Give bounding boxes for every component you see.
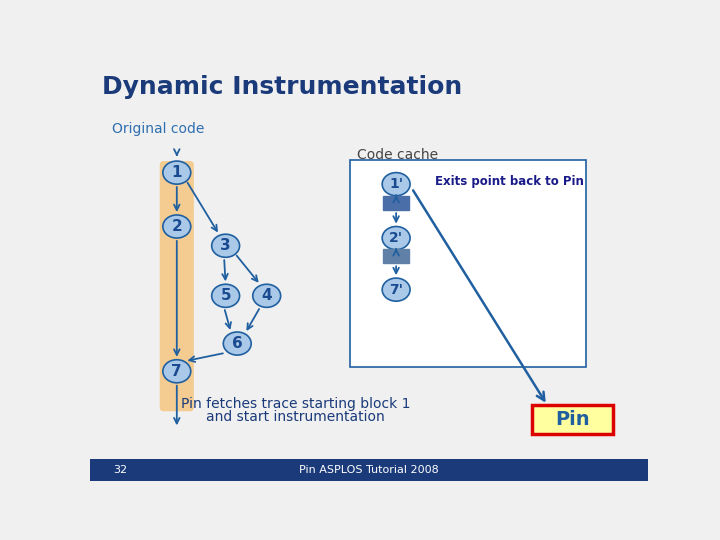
Ellipse shape xyxy=(212,284,240,307)
Text: Pin fetches trace starting block 1: Pin fetches trace starting block 1 xyxy=(181,396,410,410)
FancyBboxPatch shape xyxy=(350,160,586,367)
Ellipse shape xyxy=(163,161,191,184)
Text: 7': 7' xyxy=(389,282,403,296)
Text: 32: 32 xyxy=(113,465,127,475)
Text: Pin: Pin xyxy=(555,410,590,429)
Text: and start instrumentation: and start instrumentation xyxy=(206,410,384,424)
Text: 2: 2 xyxy=(171,219,182,234)
FancyBboxPatch shape xyxy=(160,161,194,411)
Ellipse shape xyxy=(253,284,281,307)
FancyBboxPatch shape xyxy=(90,459,648,481)
Text: 6: 6 xyxy=(232,336,243,351)
Ellipse shape xyxy=(382,173,410,195)
Text: 1': 1' xyxy=(389,177,403,191)
Ellipse shape xyxy=(382,278,410,301)
Ellipse shape xyxy=(223,332,251,355)
Text: 7: 7 xyxy=(171,364,182,379)
Ellipse shape xyxy=(382,226,410,249)
FancyBboxPatch shape xyxy=(383,249,409,262)
Text: 5: 5 xyxy=(220,288,231,303)
Text: Original code: Original code xyxy=(112,122,204,136)
Text: Exits point back to Pin: Exits point back to Pin xyxy=(435,176,584,188)
FancyBboxPatch shape xyxy=(383,195,409,210)
Text: Pin ASPLOS Tutorial 2008: Pin ASPLOS Tutorial 2008 xyxy=(299,465,439,475)
Ellipse shape xyxy=(163,215,191,238)
Text: Code cache: Code cache xyxy=(357,148,438,162)
FancyBboxPatch shape xyxy=(532,405,613,434)
Text: 1: 1 xyxy=(171,165,182,180)
Ellipse shape xyxy=(212,234,240,257)
Ellipse shape xyxy=(163,360,191,383)
Text: 3: 3 xyxy=(220,238,231,253)
Text: 4: 4 xyxy=(261,288,272,303)
Text: Dynamic Instrumentation: Dynamic Instrumentation xyxy=(102,75,462,99)
Text: 2': 2' xyxy=(389,231,403,245)
